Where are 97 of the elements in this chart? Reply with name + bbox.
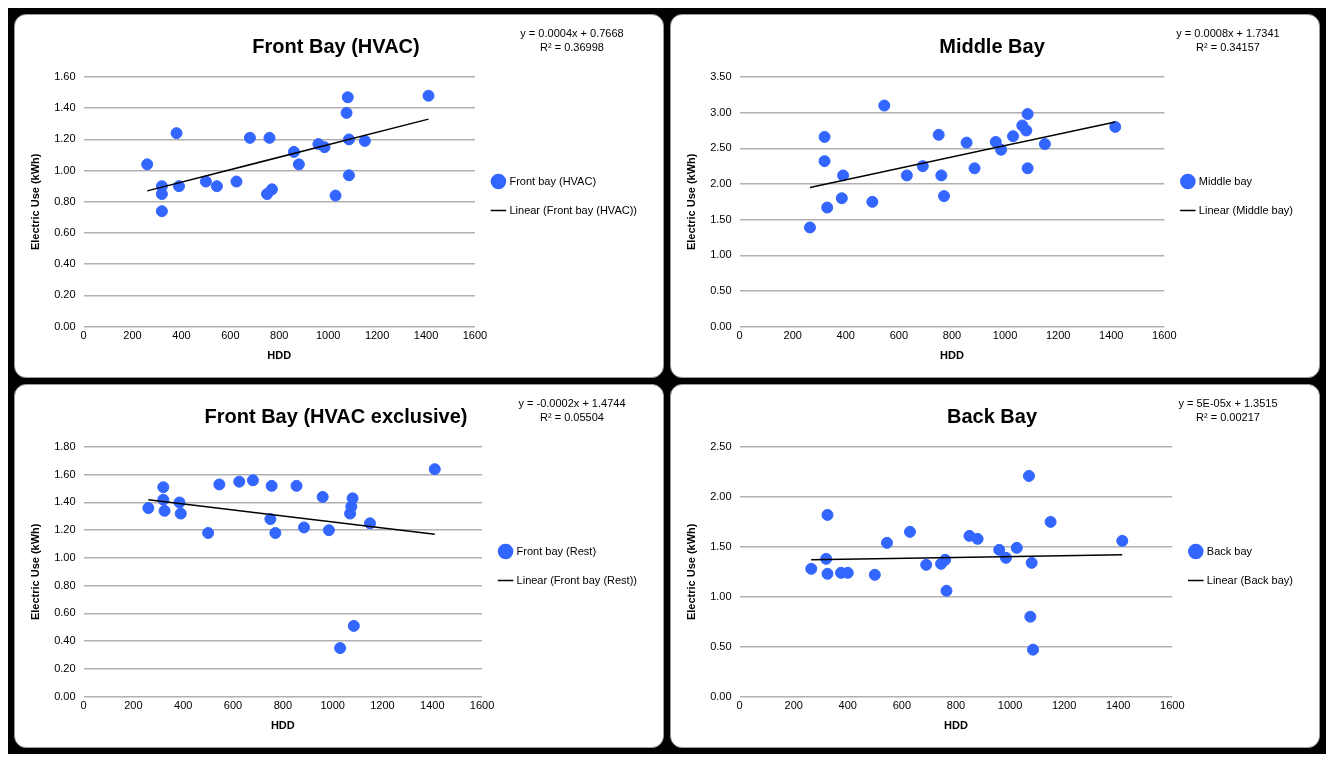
y-axis-title: Electric Use (kWh): [684, 153, 697, 251]
text: R² = 0.34157: [1196, 41, 1260, 53]
x-tick-label: 200: [783, 329, 802, 342]
x-tick-label: 400: [838, 699, 857, 712]
y-tick-label: 0.80: [54, 578, 76, 591]
legend-label: Linear (Middle bay): [1198, 203, 1293, 216]
y-tick-label: 1.00: [54, 550, 76, 563]
y-tick-label: 0.00: [54, 689, 76, 702]
legend-label: Linear (Front bay (HVAC)): [509, 203, 638, 216]
y-tick-label: 2.50: [710, 440, 732, 453]
y-tick-label: 2.00: [710, 489, 732, 502]
y-tick-label: 1.40: [54, 101, 76, 114]
x-tick-label: 400: [174, 699, 193, 712]
y-tick-label: 0.80: [54, 194, 76, 207]
y-tick-label: 1.60: [54, 70, 76, 83]
x-tick-label: 0: [736, 699, 743, 712]
text: y = -0.0002x + 1.4744: [518, 397, 626, 409]
y-tick-label: 1.20: [54, 132, 76, 145]
x-tick-label: 400: [836, 329, 855, 342]
y-tick-label: 1.20: [54, 523, 76, 536]
x-tick-label: 1000: [992, 329, 1018, 342]
y-tick-label: 0.60: [54, 226, 76, 239]
x-tick-label: 800: [273, 699, 293, 712]
x-tick-label: 1200: [370, 699, 395, 712]
x-tick-label: 1200: [1051, 699, 1077, 712]
x-axis-title: HDD: [944, 719, 968, 732]
x-tick-label: 600: [889, 329, 909, 342]
x-tick-label: 800: [942, 329, 962, 342]
text: R² = 0.00217: [1196, 411, 1260, 423]
y-axis-title: Electric Use (kWh): [28, 523, 41, 621]
x-tick-label: 200: [123, 329, 142, 342]
x-tick-label: 1400: [1105, 699, 1131, 712]
y-tick-label: 0.40: [54, 634, 76, 647]
chart-title: Front Bay (HVAC exclusive): [204, 404, 468, 427]
legend-label: Front bay (Rest): [516, 544, 597, 557]
y-tick-label: 0.20: [54, 661, 76, 674]
x-tick-label: 600: [223, 699, 243, 712]
y-tick-label: 0.00: [710, 319, 732, 332]
y-tick-label: 3.50: [710, 70, 732, 83]
x-tick-label: 200: [784, 699, 803, 712]
y-tick-label: 0.00: [710, 689, 732, 702]
text: y = 0.0004x + 0.7668: [520, 27, 624, 39]
legend-label: Middle bay: [1198, 174, 1253, 187]
legend-label: Linear (Front bay (Rest)): [516, 573, 638, 586]
y-tick-label: 0.00: [54, 319, 76, 332]
x-tick-label: 1400: [413, 329, 439, 342]
y-tick-label: 0.20: [54, 288, 76, 301]
x-tick-label: 800: [270, 329, 289, 342]
x-tick-label: 0: [736, 329, 743, 342]
y-tick-label: 0.40: [54, 257, 76, 270]
y-tick-label: 0.50: [710, 639, 732, 652]
x-tick-label: 0: [80, 329, 87, 342]
text: R² = 0.05504: [540, 411, 604, 423]
chart-title: Front Bay (HVAC): [252, 34, 420, 57]
legend-label: Front bay (HVAC): [509, 174, 597, 187]
x-tick-label: 200: [124, 699, 143, 712]
y-axis-title: Electric Use (kWh): [684, 523, 697, 621]
y-tick-label: 1.00: [710, 248, 732, 261]
x-tick-label: 1000: [315, 329, 341, 342]
x-axis-title: HDD: [270, 719, 295, 732]
text: y = 5E-05x + 1.3515: [1178, 397, 1278, 409]
y-tick-label: 1.00: [710, 589, 732, 602]
y-tick-label: 3.00: [710, 105, 732, 118]
x-axis-title: HDD: [940, 349, 964, 362]
x-tick-label: 1600: [469, 699, 495, 712]
x-tick-label: 1000: [320, 699, 345, 712]
y-tick-label: 1.40: [54, 495, 76, 508]
y-tick-label: 2.50: [710, 141, 732, 154]
x-tick-label: 600: [221, 329, 240, 342]
x-tick-label: 1200: [1045, 329, 1071, 342]
x-tick-label: 0: [80, 699, 87, 712]
chart-title: Middle Bay: [939, 34, 1046, 57]
text: y = 0.0008x + 1.7341: [1176, 27, 1280, 39]
chart-title: Back Bay: [946, 404, 1038, 427]
legend-label: Linear (Back bay): [1206, 573, 1294, 586]
x-tick-label: 1600: [1160, 699, 1185, 712]
y-tick-label: 0.50: [710, 283, 732, 296]
legend-label: Back bay: [1206, 544, 1253, 557]
x-tick-label: 1000: [997, 699, 1023, 712]
y-tick-label: 1.50: [710, 539, 732, 552]
y-tick-label: 1.00: [54, 163, 76, 176]
x-tick-label: 1400: [1099, 329, 1124, 342]
y-tick-label: 1.50: [710, 212, 732, 225]
x-tick-label: 400: [172, 329, 191, 342]
x-tick-label: 1600: [1152, 329, 1177, 342]
x-tick-label: 800: [946, 699, 966, 712]
x-tick-label: 600: [892, 699, 912, 712]
text: R² = 0.36998: [540, 41, 604, 53]
x-axis-title: HDD: [267, 349, 292, 362]
y-tick-label: 2.00: [710, 177, 732, 189]
y-tick-label: 1.60: [54, 467, 76, 480]
x-tick-label: 1600: [462, 329, 488, 342]
x-tick-label: 1200: [364, 329, 390, 342]
y-tick-label: 0.60: [54, 606, 76, 619]
x-tick-label: 1400: [420, 699, 445, 712]
y-tick-label: 1.80: [54, 440, 76, 453]
y-axis-title: Electric Use (kWh): [28, 153, 41, 251]
